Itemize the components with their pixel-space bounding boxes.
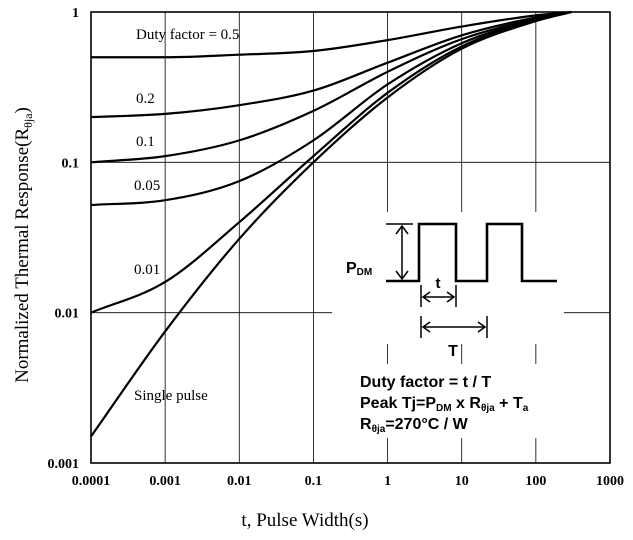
x-tick-label: 0.1 bbox=[305, 474, 323, 489]
tick-labels: 0.0001 0.001 0.01 0.1 1 10 100 1000 1 0.1 0.01 0.00… bbox=[48, 6, 625, 489]
pulse-diagram-background bbox=[332, 212, 564, 344]
y-tick-label: 0.01 bbox=[55, 307, 80, 322]
y-tick-label: 0.001 bbox=[48, 457, 80, 472]
y-axis-label: Normalized Thermal Response(Rθja) bbox=[12, 107, 35, 383]
formula-notes: Duty factor = t / T Peak Tj=PDM x Rθja +… bbox=[356, 364, 594, 438]
y-axis-label-close: ) bbox=[12, 107, 33, 113]
series-label-0.01: 0.01 bbox=[134, 262, 160, 278]
t-arrow-head-right bbox=[446, 291, 456, 303]
T-arrow-head-right bbox=[477, 321, 487, 333]
series-line-5 bbox=[90, 10, 572, 438]
pdm-label: PDM bbox=[346, 260, 372, 278]
T-arrow-head-left bbox=[421, 321, 431, 333]
pulse-waveform bbox=[386, 222, 557, 283]
formula-notes-background bbox=[356, 364, 594, 438]
series-line-3 bbox=[90, 10, 572, 207]
series-line-1 bbox=[90, 10, 572, 119]
y-tick-label: 1 bbox=[72, 6, 79, 21]
x-tick-label: 0.001 bbox=[149, 474, 181, 489]
series-label-single-pulse: Single pulse bbox=[134, 388, 208, 404]
y-axis-label-main: Normalized Thermal Response(R bbox=[12, 128, 33, 383]
x-tick-label: 10 bbox=[455, 474, 469, 489]
duty-factor-formula: Duty factor = t / T bbox=[360, 374, 491, 391]
t-label: t bbox=[436, 275, 441, 292]
x-tick-label: 1 bbox=[384, 474, 391, 489]
T-label: T bbox=[448, 343, 458, 360]
curves bbox=[90, 10, 572, 438]
y-axis-label-sub: θja bbox=[21, 113, 35, 128]
t-arrow-head-left bbox=[421, 291, 431, 303]
pdm-arrow-head-top bbox=[395, 224, 409, 235]
x-tick-label: 0.01 bbox=[227, 474, 252, 489]
series-label-0.1: 0.1 bbox=[136, 134, 155, 150]
series-label-0.2: 0.2 bbox=[136, 91, 155, 107]
series-label-0.5: Duty factor = 0.5 bbox=[136, 27, 239, 43]
x-tick-label: 100 bbox=[525, 474, 546, 489]
pdm-arrow-head-bottom bbox=[395, 270, 409, 281]
peak-tj-formula: Peak Tj=PDM x Rθja + Ta bbox=[360, 395, 529, 414]
series-line-2 bbox=[90, 10, 572, 164]
thermal-resistance-value: Rθja=270°C / W bbox=[360, 416, 469, 435]
pulse-diagram: PDM t T bbox=[332, 212, 564, 360]
plot-frame bbox=[90, 11, 611, 464]
x-tick-label: 0.0001 bbox=[72, 474, 111, 489]
x-axis-label: t, Pulse Width(s) bbox=[241, 510, 368, 531]
series-line-0 bbox=[90, 10, 572, 59]
series-label-0.05: 0.05 bbox=[134, 178, 160, 194]
x-tick-label: 1000 bbox=[596, 474, 624, 489]
y-tick-label: 0.1 bbox=[62, 156, 80, 171]
